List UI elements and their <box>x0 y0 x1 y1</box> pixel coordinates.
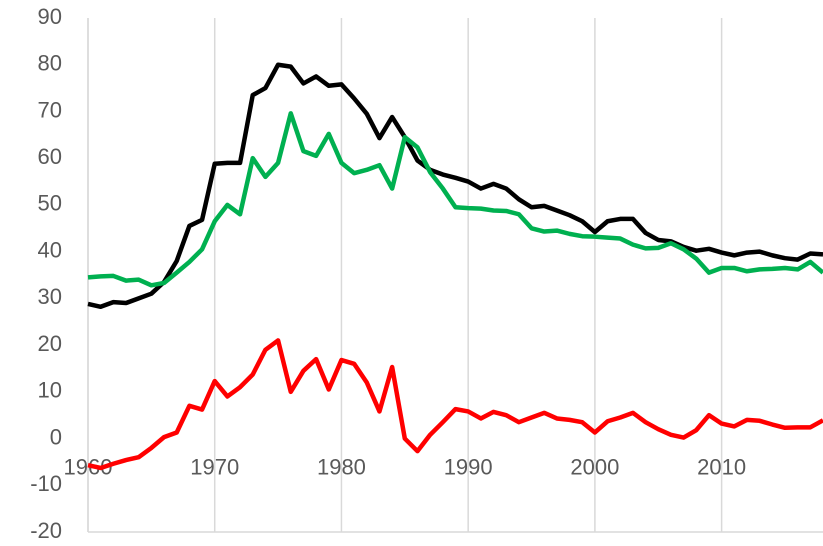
y-tick-label: 10 <box>38 378 62 403</box>
y-tick-label: 20 <box>38 331 62 356</box>
x-tick-label: 1980 <box>317 454 366 479</box>
y-tick-label: 30 <box>38 284 62 309</box>
y-tick-label: -10 <box>30 471 62 496</box>
data-line <box>87 338 823 471</box>
y-tick-label: 0 <box>50 424 62 449</box>
data-line <box>87 62 823 310</box>
y-tick-label: -20 <box>30 518 62 543</box>
y-tick-label: 70 <box>38 97 62 122</box>
x-tick-label: 2010 <box>697 454 746 479</box>
y-tick-label: 80 <box>38 51 62 76</box>
y-tick-label: 90 <box>38 4 62 29</box>
y-tick-label: 50 <box>38 191 62 216</box>
y-tick-label: 60 <box>38 144 62 169</box>
x-tick-label: 2000 <box>570 454 619 479</box>
y-tick-label: 40 <box>38 237 62 262</box>
data-line <box>87 111 823 288</box>
x-tick-label: 1990 <box>444 454 493 479</box>
x-tick-label: 1970 <box>190 454 239 479</box>
